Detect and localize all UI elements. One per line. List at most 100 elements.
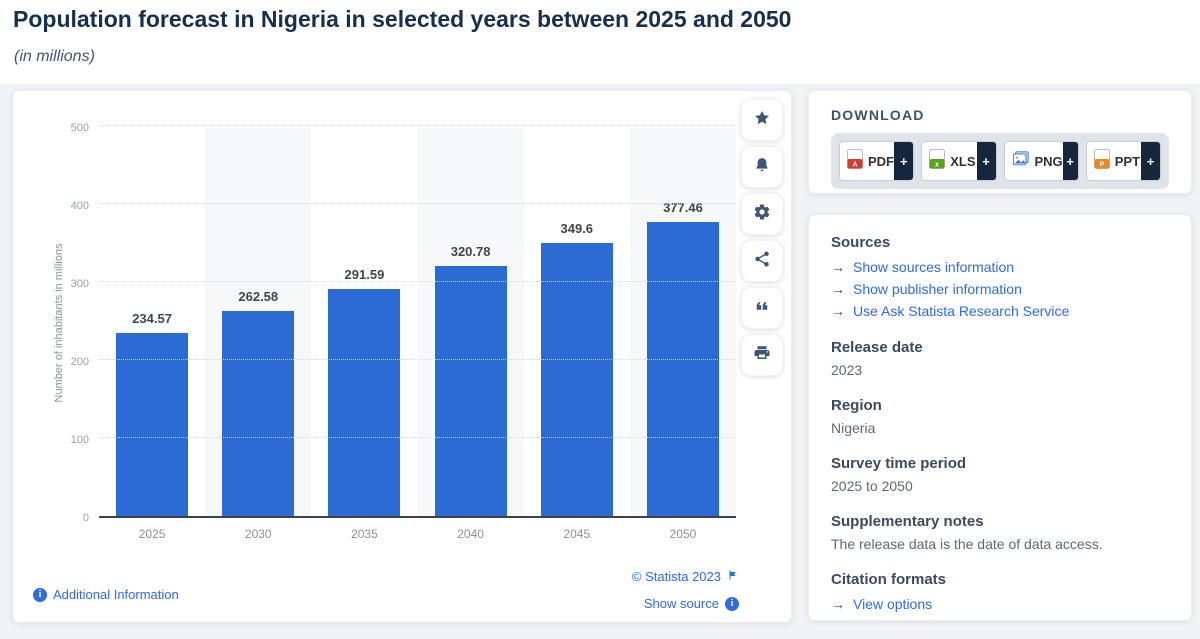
download-png-button[interactable]: PNG +	[1003, 141, 1079, 181]
download-png-label: PNG	[1034, 153, 1063, 169]
bar-column-2025: 234.57	[99, 128, 205, 516]
bar-value-label-2025: 234.57	[132, 311, 172, 327]
x-tick-label-2045: 2045	[563, 527, 591, 541]
download-png-plus-button[interactable]: +	[1062, 142, 1078, 180]
alert-button[interactable]	[741, 146, 783, 188]
download-ppt-label: PPT	[1114, 153, 1141, 169]
additional-information-label: Additional Information	[53, 587, 179, 602]
section-text-2: 2025 to 2050	[831, 478, 913, 494]
y-tick-label-0: 0	[82, 512, 89, 524]
show-source-link[interactable]: Show source i	[644, 596, 739, 611]
source-link-0[interactable]: → Show sources information	[831, 256, 1169, 278]
bar-2035[interactable]	[328, 288, 401, 516]
bar-column-2030: 262.58	[205, 128, 312, 516]
download-pdf-button[interactable]: A PDF +	[839, 141, 915, 181]
download-pdf-plus-button[interactable]: +	[894, 142, 914, 180]
page-subtitle: (in millions)	[14, 48, 95, 65]
bar-2045[interactable]	[540, 243, 613, 516]
pdf-file-icon: A	[847, 148, 863, 174]
y-tick-label-100: 100	[70, 434, 89, 446]
download-xls-button[interactable]: x XLS +	[921, 141, 997, 181]
bar-columns: 234.57 262.58 291.59 320.78 349.6 377.46	[99, 128, 737, 516]
flag-icon[interactable]	[727, 569, 739, 584]
bar-2030[interactable]	[222, 311, 295, 516]
gridline-400	[99, 203, 736, 204]
print-button[interactable]	[741, 334, 783, 376]
gridline-500	[99, 125, 736, 126]
citation-formats-heading: Citation formats	[831, 571, 947, 588]
bar-column-2050: 377.46	[629, 128, 737, 516]
bar-value-label-2045: 349.6	[560, 221, 594, 237]
page-title: Population forecast in Nigeria in select…	[13, 6, 792, 32]
bar-value-label-2050: 377.46	[663, 199, 703, 215]
bar-value-label-2040: 320.78	[450, 243, 491, 259]
svg-text:P: P	[1099, 161, 1104, 168]
section-heading-1: Region	[831, 397, 882, 414]
info-icon: i	[725, 596, 739, 611]
ppt-file-icon: P	[1093, 148, 1110, 174]
bar-column-2045: 349.6	[524, 128, 630, 516]
png-file-icon	[1012, 150, 1030, 173]
statistic-details-card: Sources → Show sources information → Show p…	[808, 214, 1192, 621]
download-ppt-plus-button[interactable]: +	[1141, 142, 1160, 180]
arrow-icon: →	[831, 596, 845, 612]
x-tick-label-2030: 2030	[244, 527, 272, 541]
download-ppt-button[interactable]: P PPT +	[1085, 141, 1161, 181]
source-links: → Show sources information → Show publisher…	[831, 256, 1169, 322]
x-axis-tick-labels: 2025 2030 2035 2040 2045 2050	[99, 527, 736, 541]
source-link-1[interactable]: → Show publisher information	[831, 278, 1169, 300]
source-link-label: Use Ask Statista Research Service	[853, 303, 1070, 319]
chart-card: 0 100 200 300 400 500 Number of inhabitants i…	[12, 90, 792, 623]
download-xls-plus-button[interactable]: +	[976, 142, 996, 180]
section-heading-3: Supplementary notes	[831, 513, 984, 530]
additional-information-link[interactable]: i Additional Information	[33, 587, 179, 602]
y-axis-title: Number of inhabitants in millions	[53, 243, 65, 403]
plot-area: 234.57 262.58 291.59 320.78 349.6 377.46	[99, 125, 737, 518]
download-xls-label: XLS	[950, 153, 976, 169]
bar-2050[interactable]	[646, 221, 719, 516]
svg-text:x: x	[935, 161, 939, 168]
star-icon	[753, 109, 771, 132]
x-tick-label-2035: 2035	[351, 527, 378, 541]
section-heading-0: Release date	[831, 339, 923, 356]
source-link-label: Show publisher information	[853, 281, 1022, 297]
bar-2025[interactable]	[116, 333, 189, 516]
source-link-label: Show sources information	[853, 259, 1015, 275]
section-heading-2: Survey time period	[831, 455, 967, 472]
y-axis-tick-labels: 0 100 200 300 400 500	[13, 122, 99, 524]
x-tick-label-2050: 2050	[669, 527, 697, 541]
y-tick-label-500: 500	[70, 122, 89, 134]
section-text-1: Nigeria	[831, 420, 876, 436]
x-tick-label-2040: 2040	[457, 527, 484, 541]
bar-column-2035: 291.59	[311, 128, 417, 516]
show-source-label: Show source	[643, 596, 719, 611]
sources-heading: Sources	[831, 234, 891, 251]
printer-icon	[753, 344, 771, 367]
download-heading: DOWNLOAD	[831, 107, 925, 123]
x-tick-label-2025: 2025	[138, 527, 166, 541]
download-card: DOWNLOAD A PDF + x XLS + PNG + P PPT +	[808, 90, 1192, 194]
download-button-tray: A PDF + x XLS + PNG + P PPT +	[831, 133, 1169, 189]
info-icon: i	[33, 587, 47, 602]
settings-button[interactable]	[741, 193, 783, 235]
arrow-icon: →	[831, 303, 845, 319]
favorite-button[interactable]	[741, 99, 783, 141]
share-button[interactable]	[741, 240, 783, 282]
arrow-icon: →	[831, 281, 845, 297]
y-tick-label-200: 200	[70, 356, 89, 368]
chart-toolbar	[741, 99, 783, 376]
view-options-link[interactable]: → View options	[831, 593, 1169, 615]
arrow-icon: →	[831, 259, 845, 275]
quote-icon	[753, 297, 771, 320]
bell-icon	[753, 156, 771, 179]
gridline-100	[99, 437, 736, 438]
section-text-3: The release data is the date of data acc…	[831, 536, 1103, 552]
xls-file-icon: x	[929, 148, 946, 174]
copyright-line[interactable]: © Statista 2023	[632, 569, 739, 584]
bar-2040[interactable]	[434, 265, 507, 516]
view-options-label: View options	[853, 596, 933, 612]
source-link-2[interactable]: → Use Ask Statista Research Service	[831, 300, 1169, 322]
y-tick-label-300: 300	[70, 278, 89, 290]
cite-button[interactable]	[741, 287, 783, 329]
